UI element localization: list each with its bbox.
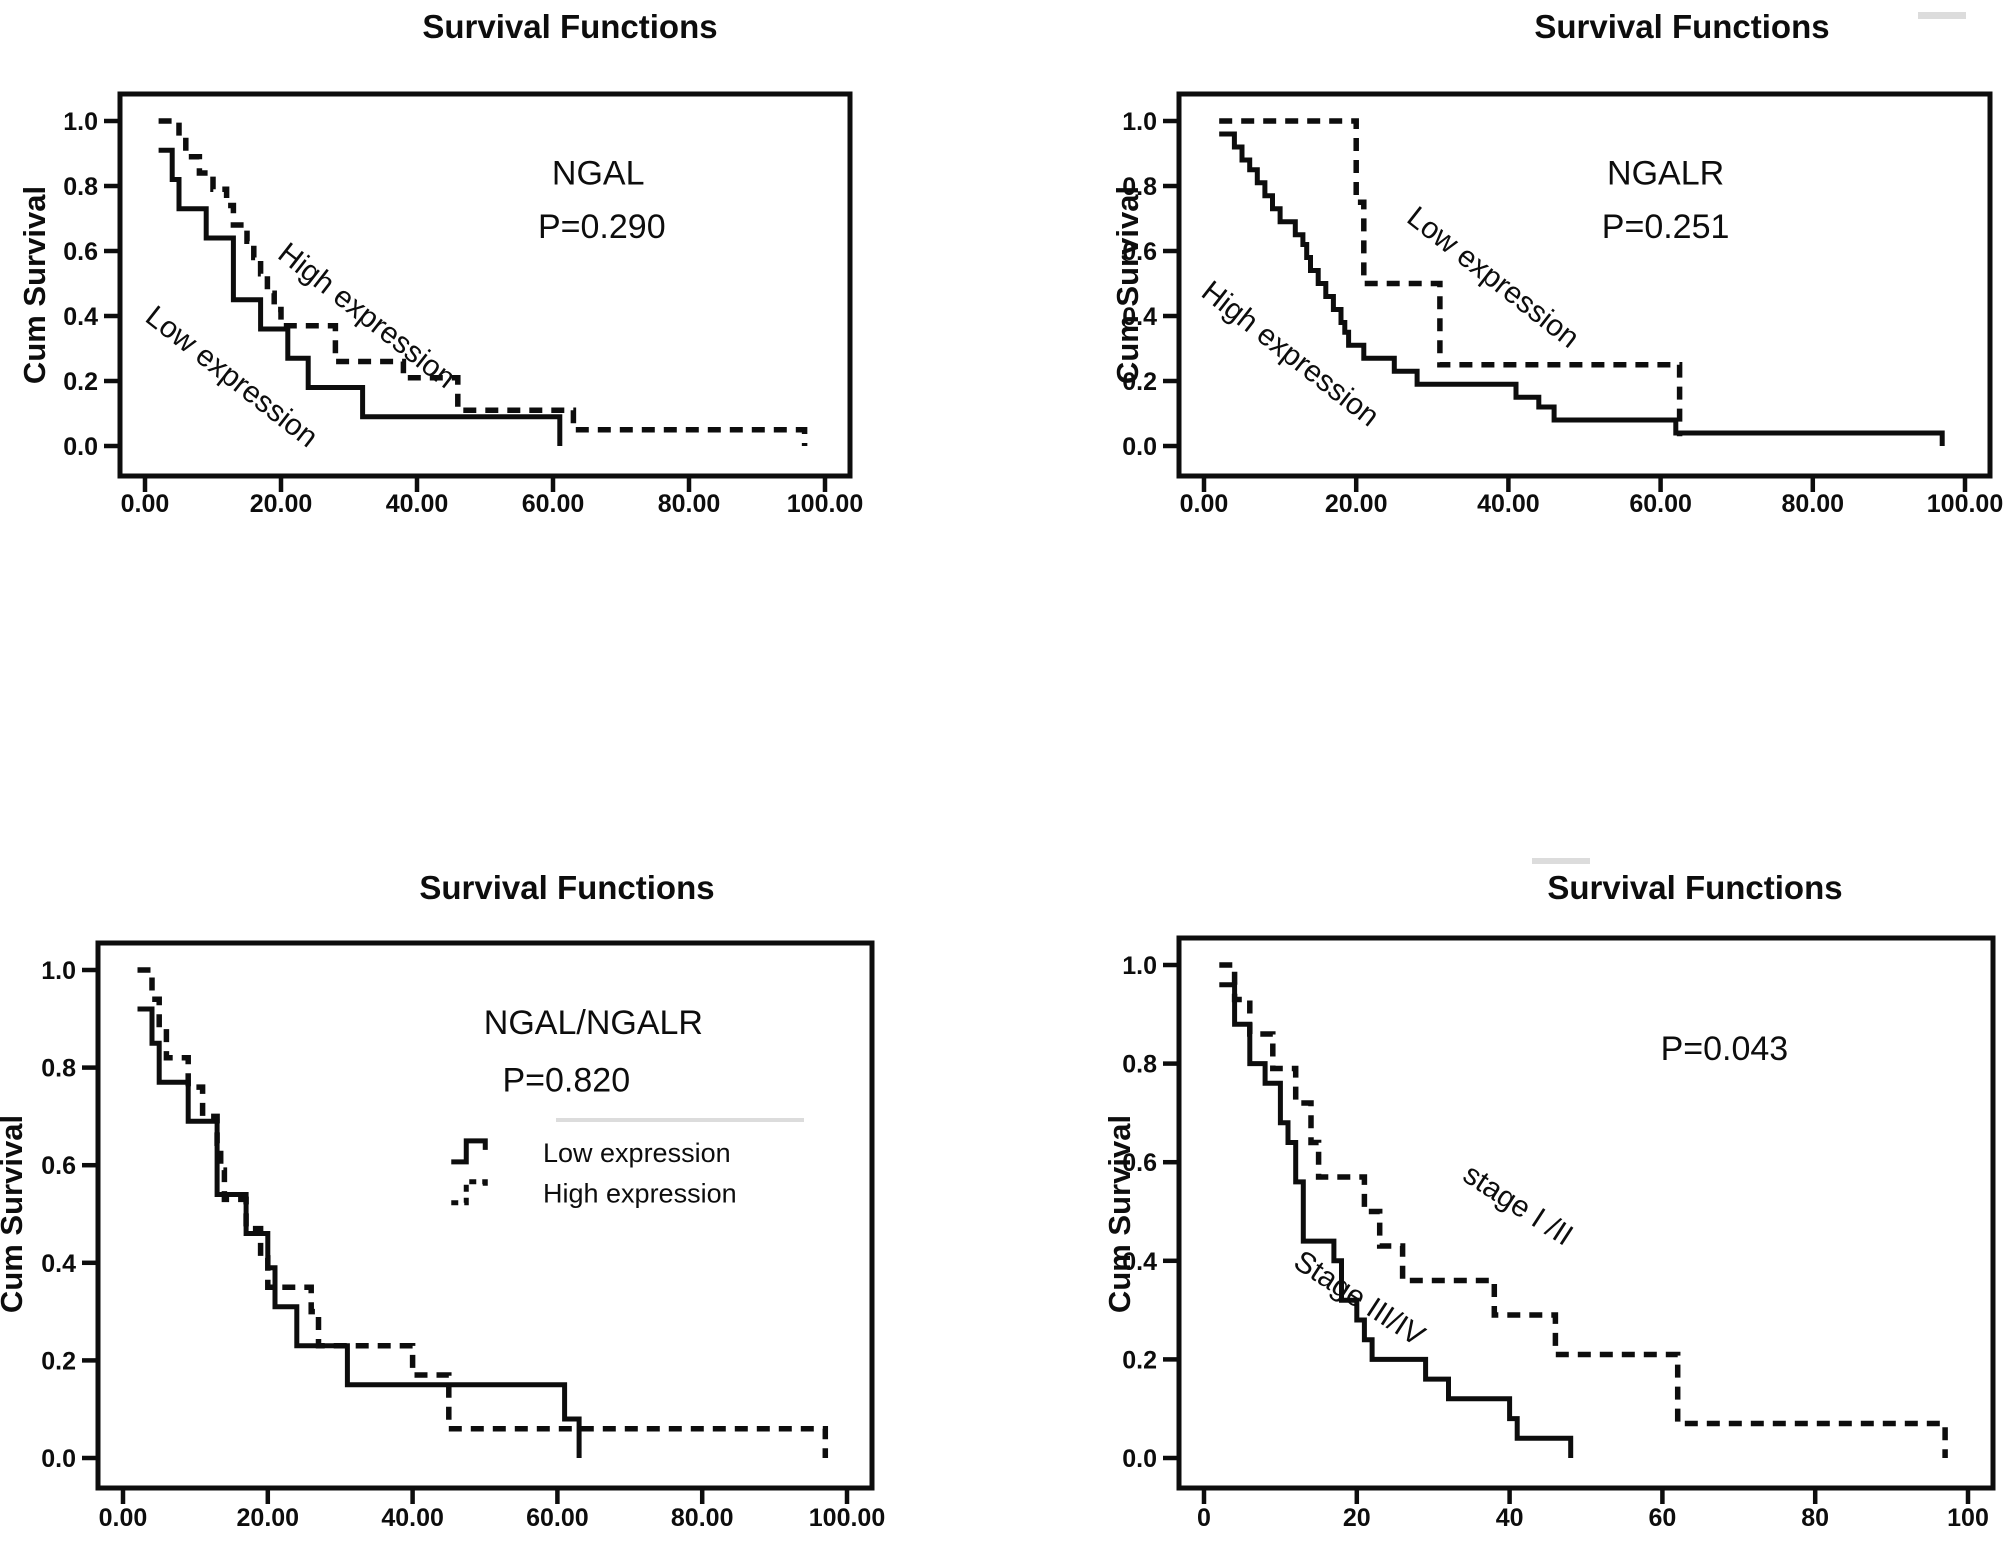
x-tick-label: 100.00 [787, 490, 863, 518]
panel-ngal-ngalr: Survival Functions Cum Survival 0.00 20.00 4… [0, 869, 885, 1532]
x-tick-label: 20 [1343, 1504, 1371, 1532]
series-low-expression-curve [158, 147, 563, 446]
y-axis-label: Cum Survival [1110, 186, 1145, 384]
legend-dashed-line-icon [451, 1179, 488, 1206]
y-tick-label: 0.6 [63, 238, 98, 266]
panel-title: Survival Functions [422, 8, 717, 45]
y-tick-label: 0.2 [1122, 368, 1157, 396]
y-axis-label: Cum Survival [1102, 1115, 1137, 1313]
y-tick-label: 0.8 [1122, 173, 1157, 201]
x-tick-label: 0.00 [1180, 490, 1229, 518]
x-tick-label: 80.00 [671, 1504, 734, 1532]
y-tick-label: 0.8 [41, 1055, 76, 1083]
x-tick-label: 80 [1801, 1504, 1829, 1532]
curve-label: High expression [1195, 275, 1385, 433]
annotation-text: P=0.251 [1602, 208, 1730, 246]
annotation-text: P=0.820 [502, 1061, 630, 1099]
y-tick-label: 0.0 [41, 1445, 76, 1473]
series-stage-i-ii-curve [1219, 962, 1948, 1458]
y-tick-label: 0.8 [1122, 1051, 1157, 1079]
x-tick-label: 20.00 [1325, 490, 1388, 518]
x-tick-label: 0.00 [121, 490, 170, 518]
scan-artifact [1918, 12, 1966, 19]
annotation-text: P=0.043 [1661, 1030, 1789, 1068]
y-tick-label: 0.6 [1122, 238, 1157, 266]
legend-solid-line-icon [451, 1138, 488, 1165]
plot-frame [117, 91, 853, 479]
curve-label: stage I /II [1457, 1158, 1578, 1253]
legend-item-label: Low expression [543, 1138, 731, 1168]
curve-label: Stage III/IV [1288, 1244, 1430, 1353]
y-tick-label: 0.4 [41, 1250, 76, 1278]
panel-title: Survival Functions [419, 869, 714, 906]
annotation-text: P=0.290 [538, 208, 666, 246]
scan-artifact [556, 1118, 804, 1122]
x-tick-label: 60.00 [1629, 490, 1692, 518]
y-tick-label: 0.0 [63, 433, 98, 461]
x-tick-label: 60.00 [522, 490, 585, 518]
annotation-text: NGAL/NGALR [484, 1004, 703, 1042]
x-tick-label: 80.00 [1782, 490, 1845, 518]
legend-item-label: High expression [543, 1179, 737, 1209]
panel-title: Survival Functions [1547, 869, 1842, 906]
x-tick-label: 40.00 [386, 490, 449, 518]
y-tick-label: 0.2 [41, 1347, 76, 1375]
y-tick-label: 0.4 [1122, 303, 1157, 331]
y-tick-label: 0.2 [63, 368, 98, 396]
panel-ngal: Survival Functions Cum Survival 0.00 20.00 4… [17, 8, 863, 518]
y-tick-label: 0.4 [63, 303, 98, 331]
y-tick-label: 1.0 [1122, 108, 1157, 136]
y-axis-label: Cum Survival [17, 186, 52, 384]
y-tick-label: 1.0 [1122, 952, 1157, 980]
plot-frame [1176, 91, 1993, 479]
plot-frame [1176, 935, 1996, 1491]
panel-ngalr: Survival Functions Cum Survival 0.00 20.00 4… [1110, 8, 2003, 518]
curve-label: Low expression [1401, 200, 1586, 354]
y-tick-label: 0.0 [1122, 1445, 1157, 1473]
y-tick-label: 0.0 [1122, 433, 1157, 461]
annotation-text: NGAL [552, 154, 645, 192]
x-tick-label: 100.00 [1927, 490, 2003, 518]
x-tick-label: 80.00 [658, 490, 721, 518]
panel-title: Survival Functions [1534, 8, 1829, 45]
y-tick-label: 0.6 [41, 1152, 76, 1180]
y-tick-label: 1.0 [63, 108, 98, 136]
x-tick-label: 40.00 [1477, 490, 1540, 518]
y-tick-label: 0.6 [1122, 1149, 1157, 1177]
series-high-expression-curve [1219, 131, 1945, 446]
series-stage-iii-iv-curve [1219, 982, 1574, 1458]
y-tick-label: 0.8 [63, 173, 98, 201]
y-tick-label: 0.4 [1122, 1248, 1157, 1276]
x-tick-label: 100.00 [809, 1504, 885, 1532]
curve-label: High expression [272, 236, 462, 394]
series-low-expression-curve [1219, 118, 1683, 437]
x-tick-label: 60 [1648, 1504, 1676, 1532]
panel-stage: Survival Functions Cum Survival 0 20 40 60 80 1… [1102, 869, 1996, 1532]
x-tick-label: 100 [1947, 1504, 1989, 1532]
x-tick-label: 20.00 [250, 490, 313, 518]
y-axis-label: Cum Survival [0, 1115, 29, 1313]
x-tick-label: 40.00 [381, 1504, 444, 1532]
curve-label: Low expression [139, 300, 324, 454]
x-tick-label: 0 [1197, 1504, 1211, 1532]
y-tick-label: 0.2 [1122, 1346, 1157, 1374]
x-tick-label: 0.00 [99, 1504, 148, 1532]
x-tick-label: 60.00 [526, 1504, 589, 1532]
legend: Low expression High expression [451, 1138, 737, 1209]
scan-artifact [1532, 858, 1590, 864]
x-tick-label: 40 [1496, 1504, 1524, 1532]
y-tick-label: 1.0 [41, 957, 76, 985]
series-low-expression-curve [137, 1006, 582, 1458]
series-high-expression-curve [137, 967, 829, 1458]
x-tick-label: 20.00 [237, 1504, 300, 1532]
annotation-text: NGALR [1607, 154, 1724, 192]
plot-frame [95, 940, 875, 1491]
